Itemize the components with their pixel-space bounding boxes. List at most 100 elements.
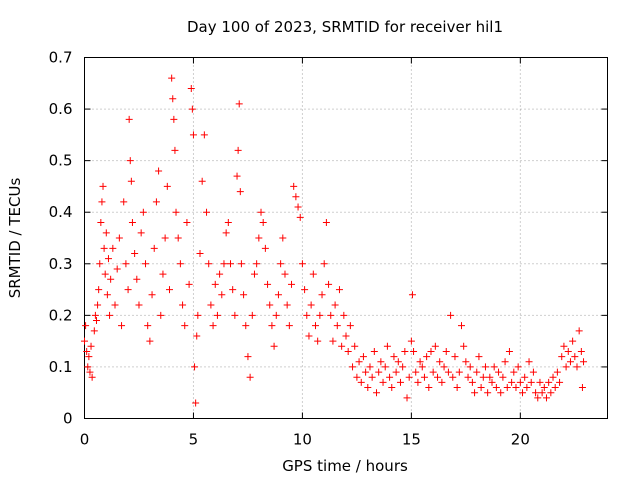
data-point [94,301,102,309]
data-point [100,244,108,252]
x-tick-label: 15 [402,431,421,449]
data-point [368,373,376,381]
data-point [322,219,330,227]
data-point [333,322,341,330]
data-point [301,286,309,294]
data-point [403,394,411,402]
data-point [370,347,378,355]
data-point [92,317,100,325]
data-point [200,131,208,139]
data-point [566,358,574,366]
data-point [436,358,444,366]
data-point [383,342,391,350]
y-tick-label: 0.4 [49,203,73,221]
data-point [349,363,357,371]
y-axis-ticks: 0 0.1 0.2 0.3 0.4 0.5 0.6 0.7 [49,49,608,428]
data-point [486,373,494,381]
data-point [357,378,365,386]
data-point [222,229,230,237]
data-point [103,291,111,299]
data-point [220,260,228,268]
data-point [101,270,109,278]
data-point [408,291,416,299]
data-point [338,342,346,350]
data-point [170,115,178,123]
data-point [198,177,206,185]
data-point [305,332,313,340]
data-point [296,213,304,221]
data-point [128,219,136,227]
data-point [394,358,402,366]
data-point [83,347,91,355]
data-point [193,332,201,340]
data-point [106,311,114,319]
y-tick-label: 0 [63,410,73,428]
data-point [244,353,252,361]
data-point [418,363,426,371]
data-point [512,384,520,392]
data-point [449,373,457,381]
data-point [159,270,167,278]
data-point [81,337,88,345]
data-point [216,270,224,278]
data-point [218,291,226,299]
data-point [150,244,158,252]
data-point [120,198,128,206]
data-point [462,358,470,366]
data-point [556,378,564,386]
data-points [81,74,588,407]
data-point [261,244,269,252]
data-point [416,358,424,366]
data-point [257,208,265,216]
data-point [109,244,117,252]
data-point [442,347,450,355]
data-point [477,384,485,392]
data-point [431,342,439,350]
data-point [250,270,258,278]
grid-lines [84,57,608,419]
data-point [213,311,221,319]
data-point [545,378,553,386]
data-point [577,347,585,355]
y-tick-label: 0.5 [49,152,73,170]
data-point [185,280,193,288]
data-point [87,342,95,350]
data-point [98,198,106,206]
data-point [229,286,237,294]
data-point [427,347,435,355]
data-point [457,322,465,330]
data-point [292,193,300,201]
data-point [189,131,197,139]
data-point [438,378,446,386]
data-point [329,337,337,345]
data-point [412,368,420,376]
data-point [227,260,235,268]
data-point [283,301,291,309]
data-point [298,260,306,268]
y-tick-label: 0.2 [49,306,73,324]
data-point [464,373,472,381]
data-point [211,280,219,288]
data-point [508,378,516,386]
data-point [364,384,372,392]
data-point [551,384,559,392]
data-point [434,373,442,381]
data-point [578,384,586,392]
data-point [155,167,163,175]
data-point [451,353,459,361]
data-point [96,260,104,268]
data-point [172,208,180,216]
data-point [268,322,276,330]
data-point [440,363,448,371]
x-axis-ticks: 0 5 10 15 20 [80,57,530,449]
data-point [169,95,177,103]
y-tick-label: 0.7 [49,49,73,67]
chart-title: Day 100 of 2023, SRMTID for receiver hil… [187,18,503,36]
data-point [484,389,492,397]
data-point [240,291,248,299]
data-point [264,280,272,288]
data-point [327,311,335,319]
data-point [277,260,285,268]
data-point [410,347,418,355]
data-point [102,229,110,237]
